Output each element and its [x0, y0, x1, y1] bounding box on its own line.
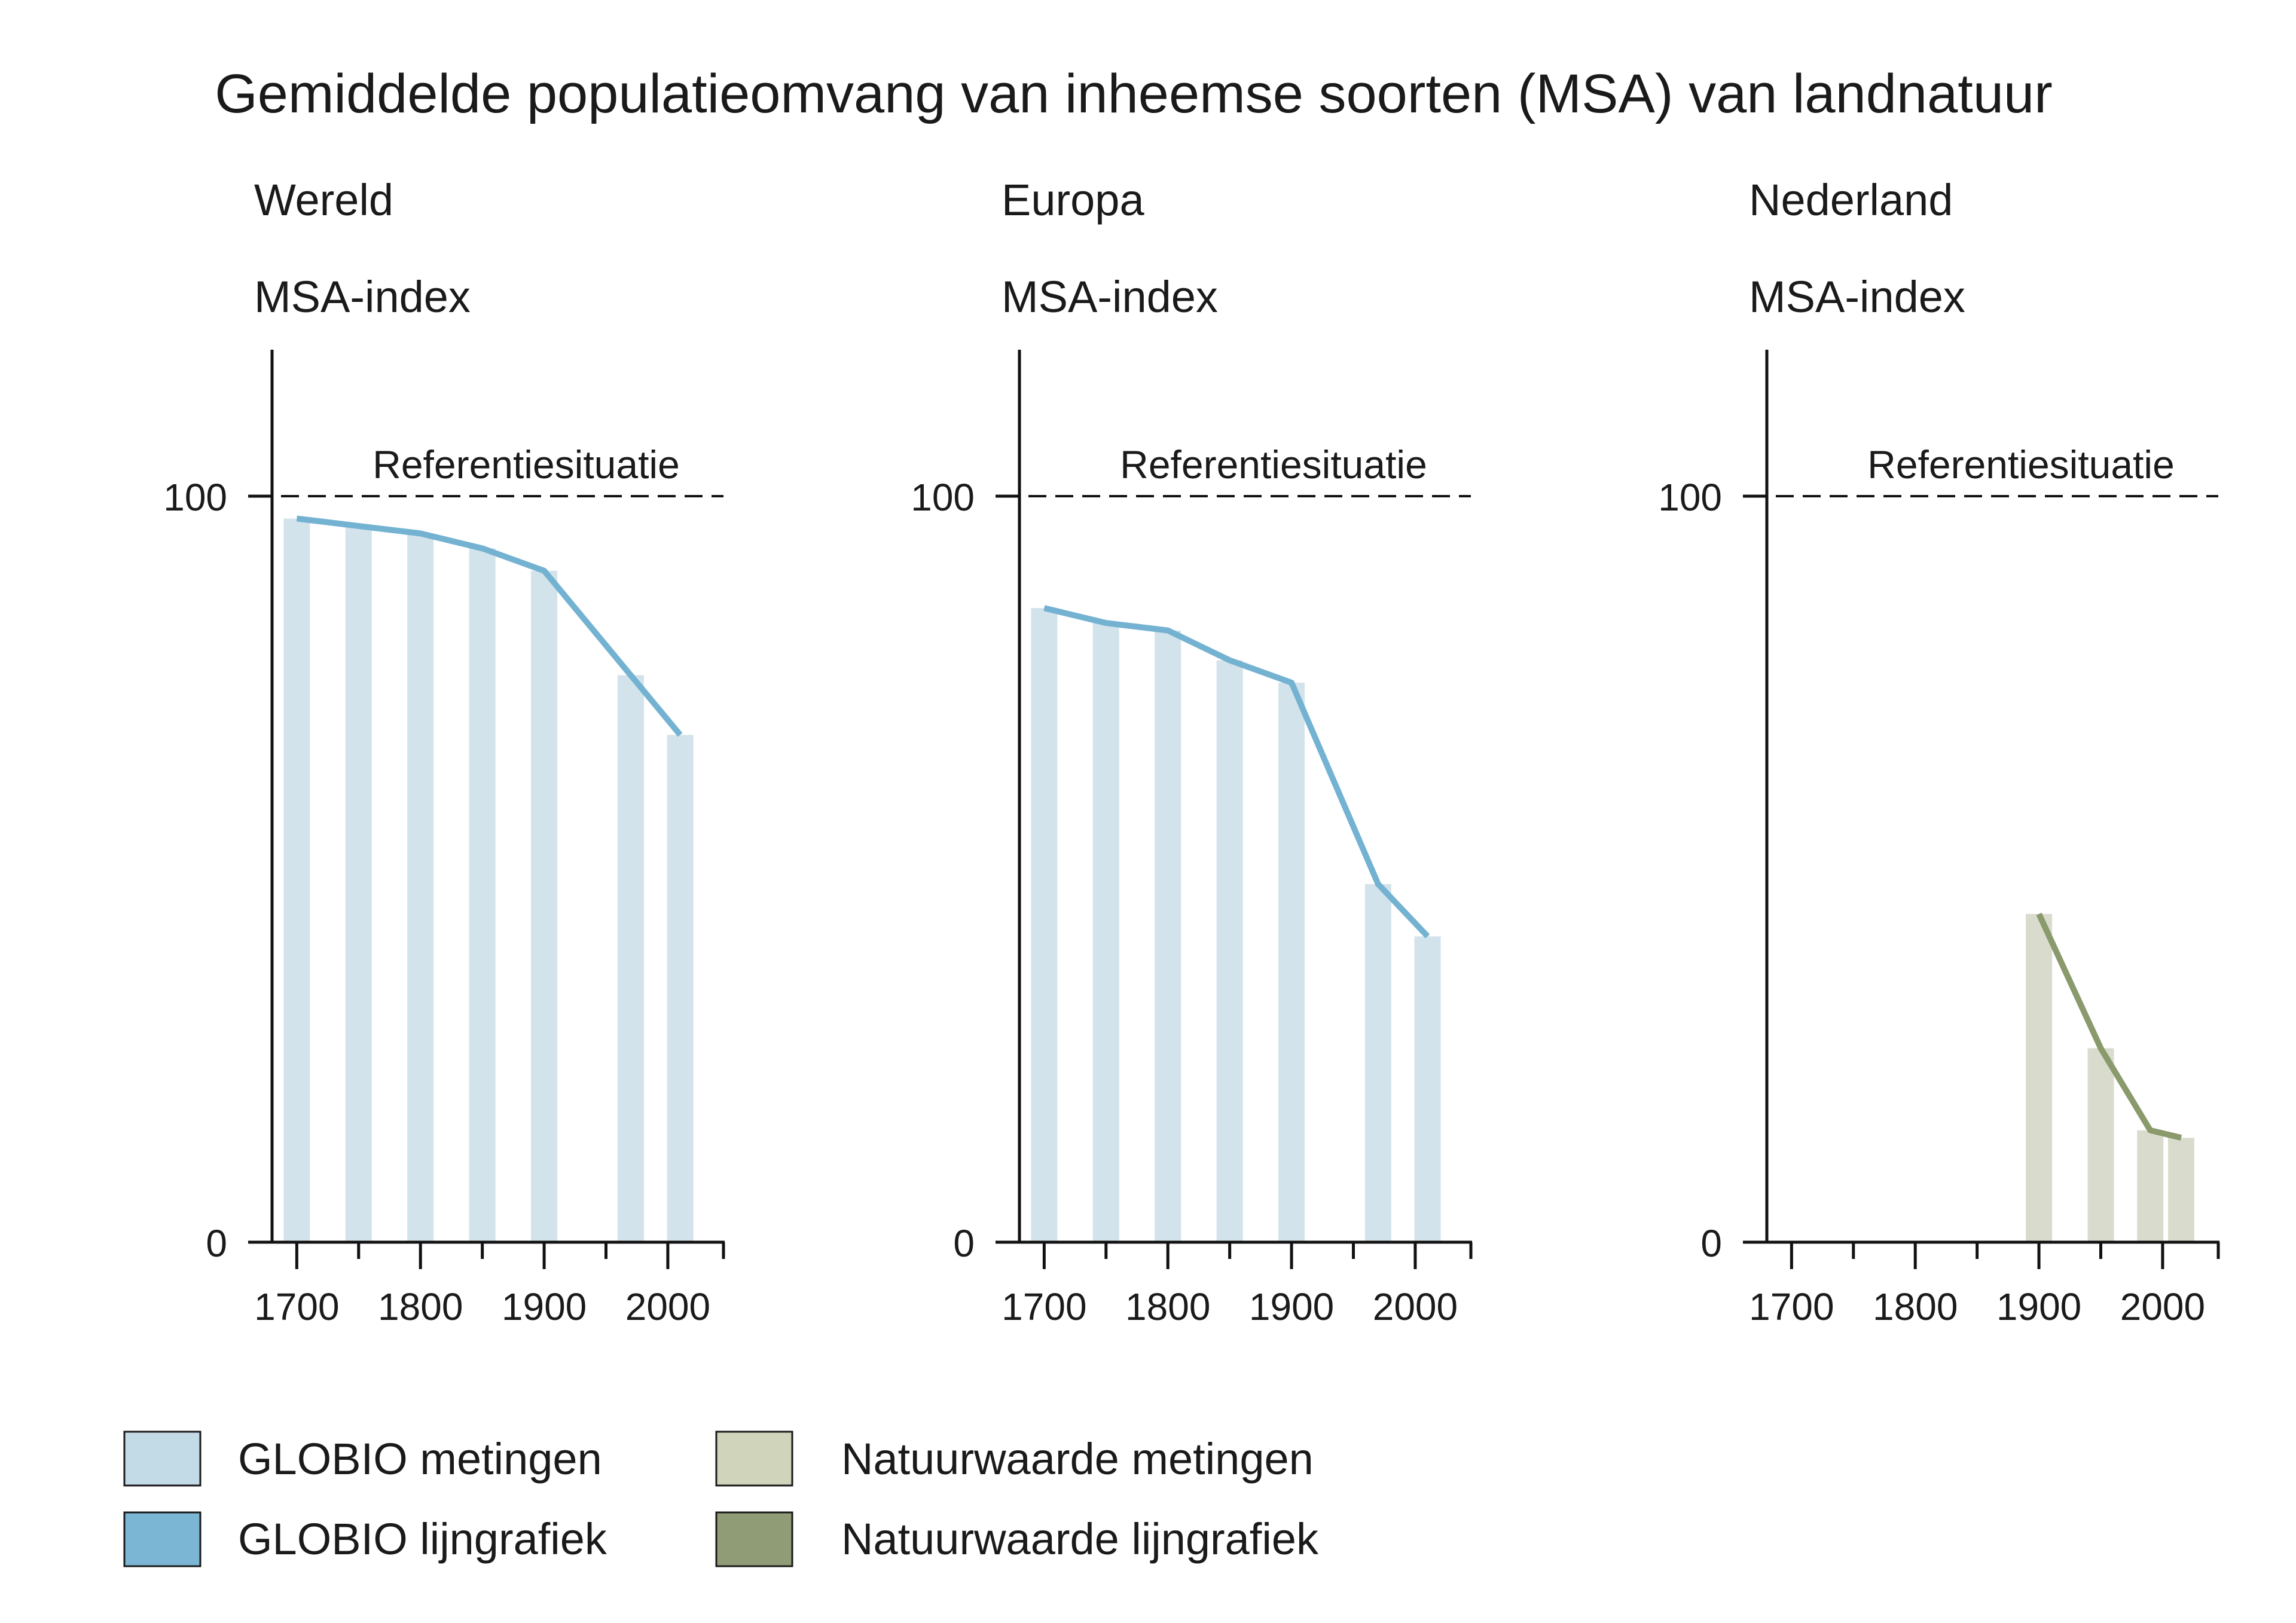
- x-tick-label: 1800: [1125, 1285, 1210, 1328]
- y-tick-label: 100: [911, 476, 975, 519]
- y-axis-label: MSA-index: [1002, 272, 1218, 322]
- reference-label: Referentiesituatie: [373, 442, 680, 487]
- bar: [2087, 1048, 2114, 1242]
- bar: [1031, 608, 1058, 1243]
- y-tick-label: 0: [206, 1222, 227, 1265]
- legend-swatch-natuur-lijn: [715, 1511, 793, 1567]
- panel-title: Nederland: [1749, 175, 1953, 225]
- bar: [667, 735, 694, 1242]
- legend-item-natuur-lijn: Natuurwaarde lijngrafiek: [715, 1511, 1319, 1567]
- x-tick-label: 1900: [502, 1285, 587, 1328]
- figure-title: Gemiddelde populatieomvang van inheemse …: [215, 63, 2053, 124]
- x-tick-label: 1900: [1249, 1285, 1334, 1328]
- x-tick-label: 2000: [2120, 1285, 2205, 1328]
- x-tick-label: 2000: [625, 1285, 710, 1328]
- legend-item-natuur-metingen: Natuurwaarde metingen: [715, 1431, 1314, 1487]
- legend: GLOBIO metingen GLOBIO lijngrafiek Natuu…: [123, 1431, 1319, 1567]
- x-tick-label: 2000: [1373, 1285, 1458, 1328]
- reference-label: Referentiesituatie: [1867, 442, 2175, 487]
- bar: [2137, 1130, 2164, 1242]
- bar: [345, 525, 372, 1243]
- x-tick-label: 1700: [1749, 1285, 1834, 1328]
- series-line: [296, 515, 683, 737]
- x-tick-label: 1800: [1873, 1285, 1958, 1328]
- reference-label: Referentiesituatie: [1120, 442, 1427, 487]
- chart-panel-wereld: Wereld MSA-index Referentiesituatie 0 100 170…: [163, 175, 725, 1328]
- bar: [531, 570, 558, 1242]
- bar: [1155, 630, 1181, 1242]
- chart-panel-europa: Europa MSA-index Referentiesituatie 0 100 170…: [911, 175, 1473, 1328]
- bar: [617, 675, 644, 1242]
- legend-item-globio-lijn: GLOBIO lijngrafiek: [123, 1511, 607, 1567]
- y-tick-label: 0: [953, 1222, 975, 1265]
- bar: [1216, 660, 1243, 1242]
- panel-title: Wereld: [254, 175, 393, 225]
- y-tick-label: 100: [1658, 476, 1722, 519]
- y-tick-label: 100: [163, 476, 227, 519]
- bar: [407, 533, 434, 1242]
- x-tick-label: 1700: [254, 1285, 339, 1328]
- chart-panels: Wereld MSA-index Referentiesituatie 0 100 170…: [163, 175, 2220, 1328]
- series-line: [1043, 605, 1430, 939]
- legend-label-natuur-lijn: Natuurwaarde lijngrafiek: [841, 1514, 1319, 1564]
- legend-swatch-natuur-metingen: [715, 1431, 793, 1487]
- bar: [1092, 623, 1119, 1242]
- legend-label-natuur-metingen: Natuurwaarde metingen: [841, 1434, 1314, 1484]
- chart-panel-nederland: Nederland MSA-index Referentiesituatie 0 100…: [1658, 175, 2220, 1328]
- legend-swatch-globio-metingen: [123, 1431, 201, 1487]
- bar: [2167, 1138, 2194, 1242]
- bar: [1364, 884, 1391, 1242]
- legend-label-globio-lijn: GLOBIO lijngrafiek: [238, 1514, 607, 1564]
- bar: [2026, 913, 2053, 1242]
- bar: [469, 548, 496, 1242]
- y-tick-label: 0: [1700, 1222, 1722, 1265]
- bar: [1278, 683, 1305, 1242]
- legend-item-globio-metingen: GLOBIO metingen: [123, 1431, 602, 1487]
- bar: [1414, 936, 1441, 1242]
- legend-swatch-globio-lijn: [123, 1511, 201, 1567]
- panel-title: Europa: [1002, 175, 1144, 225]
- y-axis-label: MSA-index: [1749, 272, 1965, 322]
- legend-label-globio-metingen: GLOBIO metingen: [238, 1434, 602, 1484]
- x-tick-label: 1800: [378, 1285, 463, 1328]
- x-tick-label: 1900: [1996, 1285, 2081, 1328]
- series-line: [2036, 912, 2182, 1141]
- x-tick-label: 1700: [1002, 1285, 1086, 1328]
- bar: [283, 518, 310, 1243]
- y-axis-label: MSA-index: [254, 272, 471, 322]
